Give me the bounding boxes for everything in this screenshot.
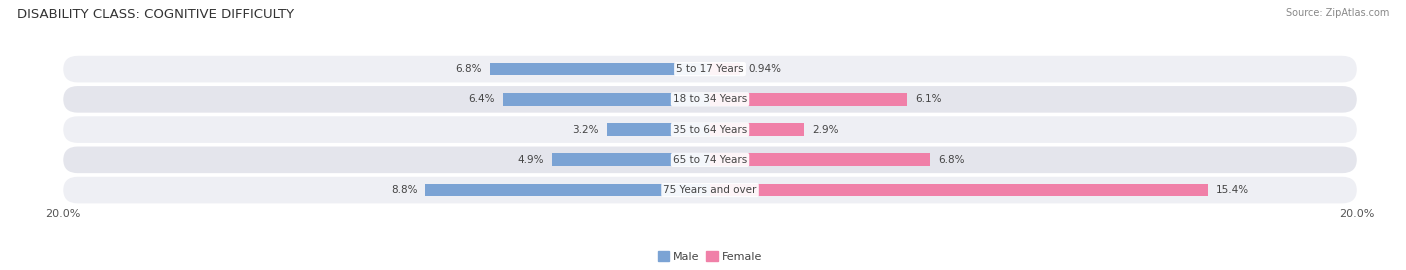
Text: 15.4%: 15.4% xyxy=(1216,185,1250,195)
Bar xyxy=(503,93,710,106)
Bar xyxy=(710,63,741,76)
FancyBboxPatch shape xyxy=(63,116,1357,143)
Text: 5 to 17 Years: 5 to 17 Years xyxy=(676,64,744,74)
Text: Source: ZipAtlas.com: Source: ZipAtlas.com xyxy=(1285,8,1389,18)
Text: 65 to 74 Years: 65 to 74 Years xyxy=(673,155,747,165)
Bar xyxy=(551,153,710,166)
Text: 6.8%: 6.8% xyxy=(938,155,965,165)
Text: 75 Years and over: 75 Years and over xyxy=(664,185,756,195)
Text: 18 to 34 Years: 18 to 34 Years xyxy=(673,94,747,104)
Bar xyxy=(426,184,710,197)
FancyBboxPatch shape xyxy=(63,56,1357,82)
Bar xyxy=(491,63,710,76)
Text: 35 to 64 Years: 35 to 64 Years xyxy=(673,124,747,135)
Bar xyxy=(606,123,710,136)
Bar xyxy=(710,184,1208,197)
Legend: Male, Female: Male, Female xyxy=(654,247,766,266)
Text: 0.94%: 0.94% xyxy=(748,64,782,74)
Bar xyxy=(710,153,929,166)
Text: 8.8%: 8.8% xyxy=(391,185,418,195)
Bar xyxy=(710,123,804,136)
FancyBboxPatch shape xyxy=(63,177,1357,203)
Bar xyxy=(710,93,907,106)
Text: 6.4%: 6.4% xyxy=(468,94,495,104)
FancyBboxPatch shape xyxy=(63,147,1357,173)
Text: 4.9%: 4.9% xyxy=(517,155,544,165)
FancyBboxPatch shape xyxy=(63,86,1357,113)
Text: 3.2%: 3.2% xyxy=(572,124,599,135)
Text: 6.8%: 6.8% xyxy=(456,64,482,74)
Text: 6.1%: 6.1% xyxy=(915,94,942,104)
Text: 2.9%: 2.9% xyxy=(811,124,838,135)
Text: DISABILITY CLASS: COGNITIVE DIFFICULTY: DISABILITY CLASS: COGNITIVE DIFFICULTY xyxy=(17,8,294,21)
